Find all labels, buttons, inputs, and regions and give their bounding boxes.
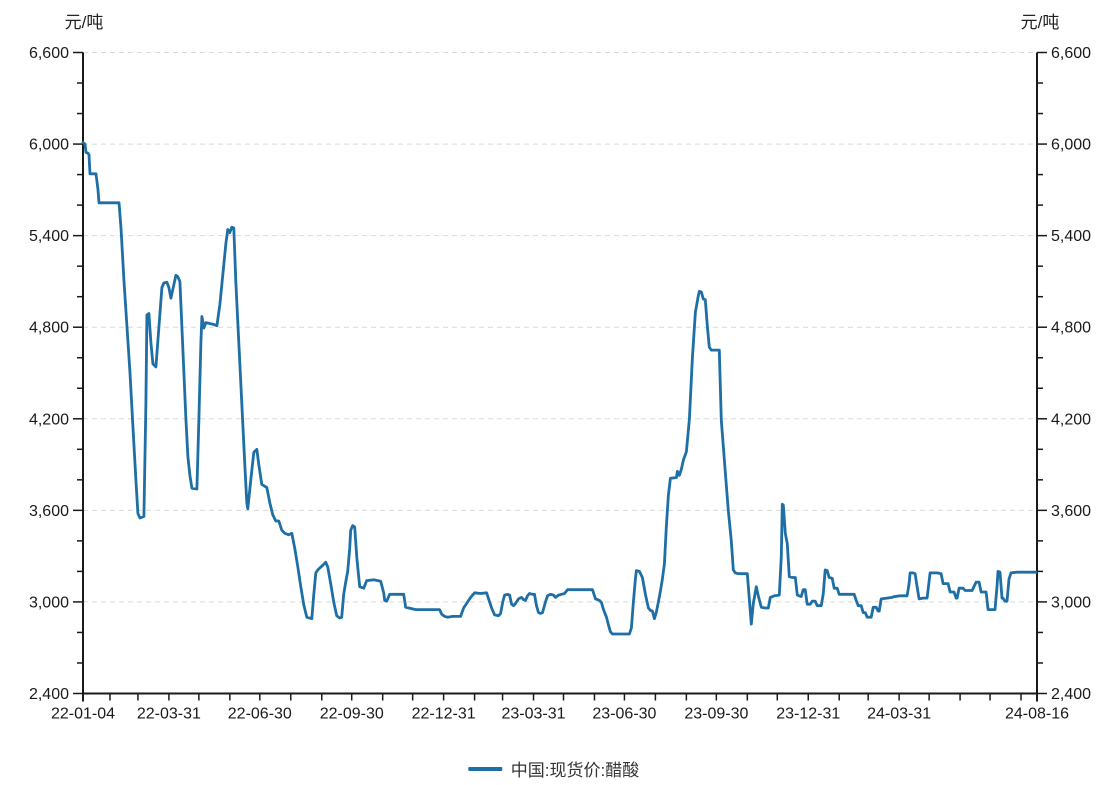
- x-axis-tick-label: 22-09-30: [320, 706, 384, 723]
- legend: 中国:现货价:醋酸: [467, 756, 640, 781]
- legend-line-swatch: [467, 766, 502, 771]
- y-axis-tick-label-right: 6,000: [1051, 137, 1091, 154]
- x-axis-tick-label: 24-08-16: [1005, 706, 1069, 723]
- y-axis-tick-label-left: 6,000: [29, 137, 69, 154]
- series-line: [81, 141, 1038, 636]
- y-axis-tick-label-right: 2,400: [1051, 686, 1091, 703]
- legend-series-label: 中国:现货价:醋酸: [510, 761, 640, 780]
- x-axis-tick-label: 24-03-31: [867, 706, 931, 723]
- y-axis-tick-label-left: 2,400: [29, 686, 69, 703]
- x-axis-tick-label: 22-03-31: [137, 706, 201, 723]
- y-axis-tick-label-right: 6,600: [1051, 45, 1091, 62]
- y-axis-unit-label-left: 元/吨: [64, 13, 104, 32]
- y-axis-unit-label-right: 元/吨: [1020, 13, 1060, 32]
- x-axis-tick-label: 23-06-30: [592, 706, 656, 723]
- x-axis-tick-label: 22-06-30: [228, 706, 292, 723]
- y-axis-tick-label-left: 4,800: [29, 320, 69, 337]
- x-axis-tick-label: 23-09-30: [684, 706, 748, 723]
- y-axis-tick-label-right: 3,600: [1051, 503, 1091, 520]
- x-axis-tick-label: 22-01-04: [51, 706, 115, 723]
- y-axis-tick-label-right: 4,200: [1051, 411, 1091, 428]
- y-axis-tick-label-right: 3,000: [1051, 594, 1091, 611]
- y-axis-tick-label-left: 3,600: [29, 503, 69, 520]
- y-axis-tick-label-left: 3,000: [29, 594, 69, 611]
- y-axis-tick-label-left: 4,200: [29, 411, 69, 428]
- x-axis-tick-label: 23-03-31: [502, 706, 566, 723]
- y-axis-tick-label-right: 5,400: [1051, 228, 1091, 245]
- y-axis-tick-label-left: 6,600: [29, 45, 69, 62]
- x-axis-tick-label: 23-12-31: [776, 706, 840, 723]
- y-axis-tick-label-left: 5,400: [29, 228, 69, 245]
- x-axis-tick-label: 22-12-31: [412, 706, 476, 723]
- y-axis-tick-label-right: 4,800: [1051, 320, 1091, 337]
